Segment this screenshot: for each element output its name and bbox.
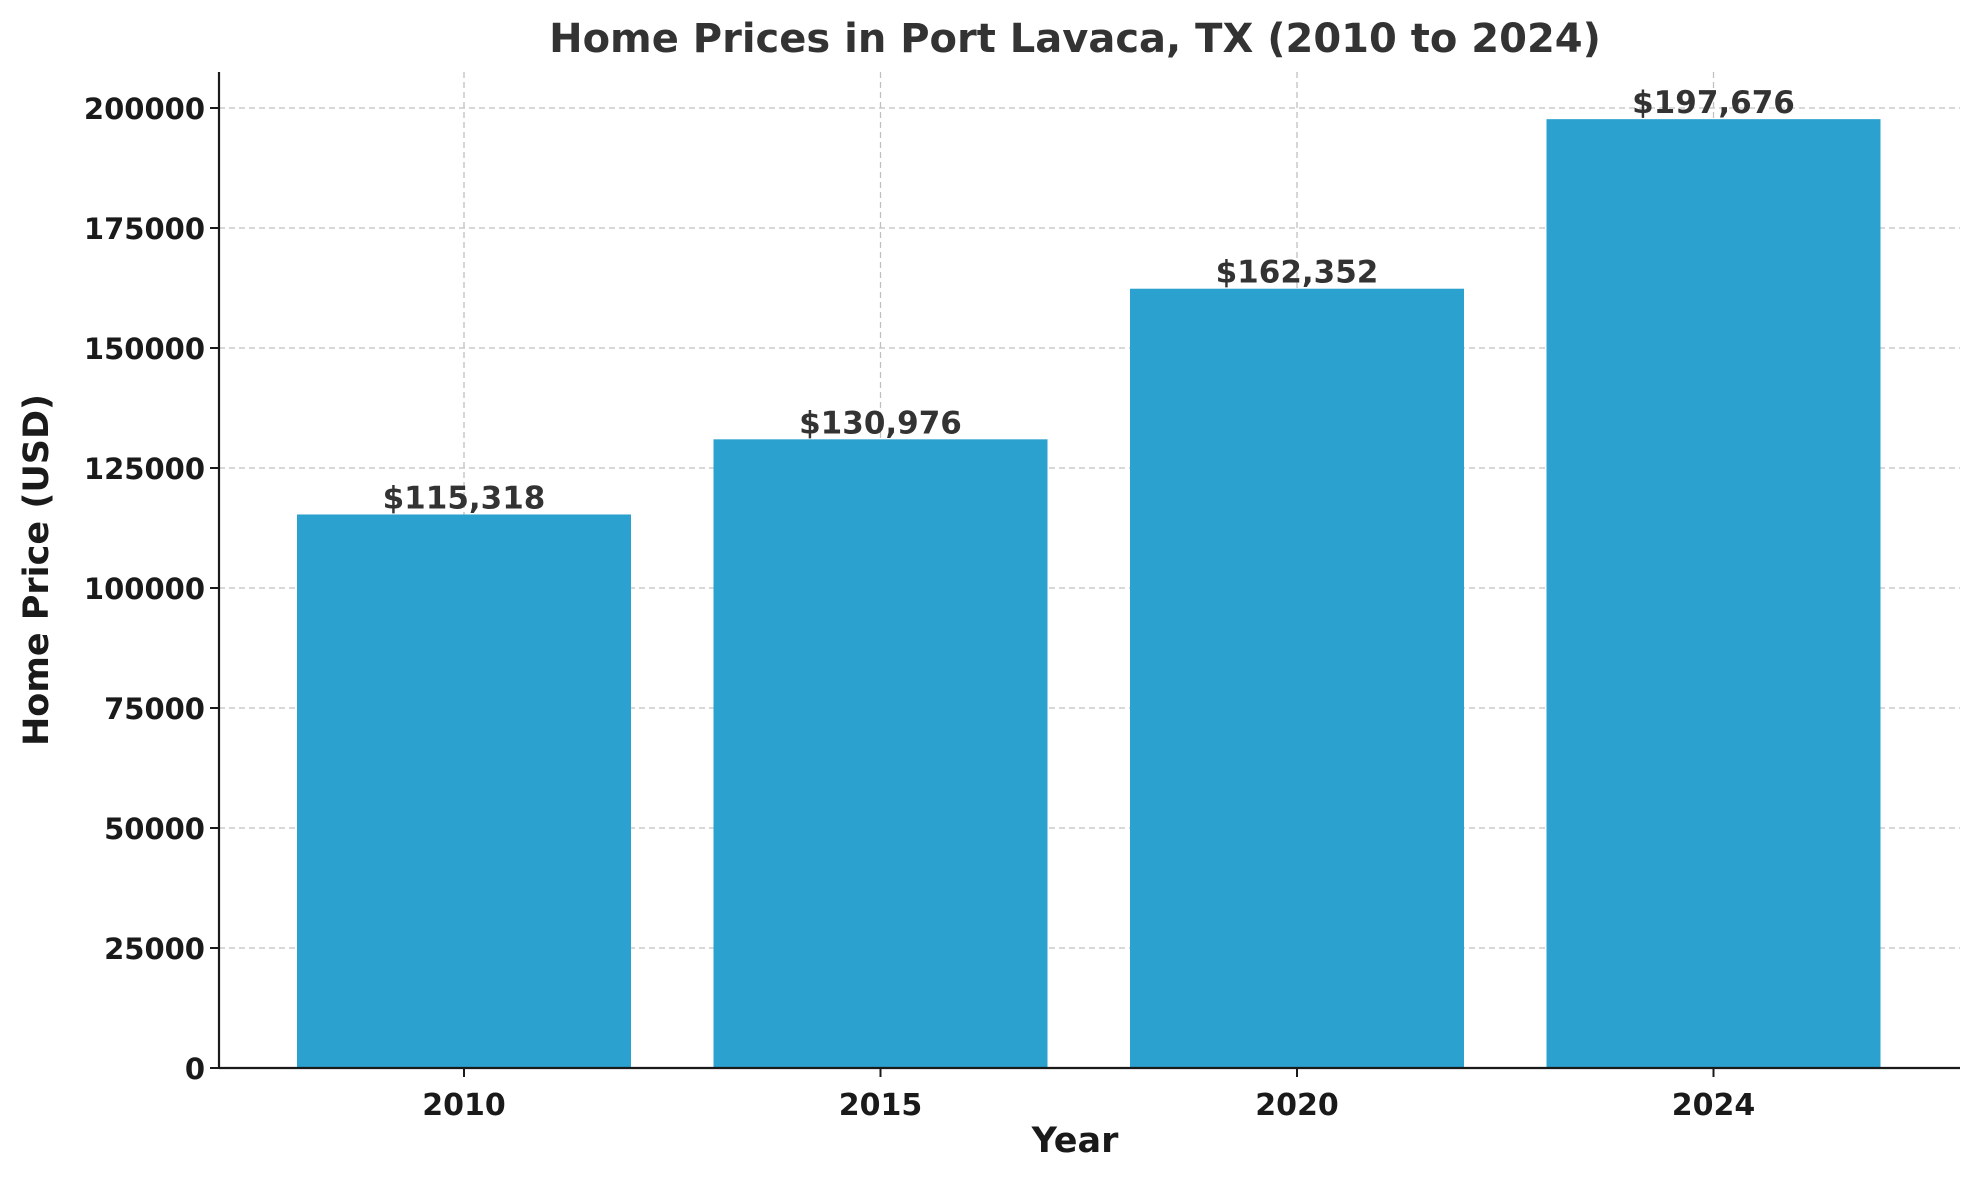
x-axis-label: Year: [1031, 1121, 1119, 1161]
x-tick-label: 2010: [422, 1088, 506, 1123]
bar-2024: [1546, 119, 1881, 1068]
bar-2010: [297, 514, 631, 1068]
data-labels: $115,318 $130,976 $162,352 $197,676: [383, 85, 1795, 516]
x-tick-label: 2015: [839, 1088, 923, 1123]
axes: [217, 72, 1960, 1070]
y-tick-label: 125000: [84, 452, 205, 486]
x-axis-ticks: 2010 2015 2020 2024: [422, 1068, 1755, 1123]
data-label-2024: $197,676: [1632, 85, 1795, 121]
y-tick-label: 150000: [84, 332, 205, 366]
bar-2020: [1130, 288, 1464, 1068]
y-tick-label: 25000: [104, 932, 205, 966]
y-axis-label: Home Price (USD): [17, 394, 57, 746]
bar-2015: [713, 439, 1048, 1068]
bars: [297, 119, 1881, 1068]
data-label-2020: $162,352: [1216, 255, 1379, 291]
y-tick-label: 75000: [104, 692, 205, 726]
y-tick-label: 0: [185, 1052, 205, 1086]
data-label-2015: $130,976: [799, 405, 962, 441]
y-axis-ticks: 0 25000 50000 75000 100000 125000 150000 175000…: [84, 92, 219, 1086]
chart-title: Home Prices in Port Lavaca, TX (2010 to …: [549, 16, 1601, 62]
x-tick-label: 2020: [1255, 1088, 1339, 1123]
y-tick-label: 175000: [84, 212, 205, 246]
data-label-2010: $115,318: [383, 480, 546, 516]
y-tick-label: 100000: [84, 572, 205, 606]
y-tick-label: 50000: [104, 812, 205, 846]
y-tick-label: 200000: [84, 92, 205, 126]
x-tick-label: 2024: [1672, 1088, 1756, 1123]
